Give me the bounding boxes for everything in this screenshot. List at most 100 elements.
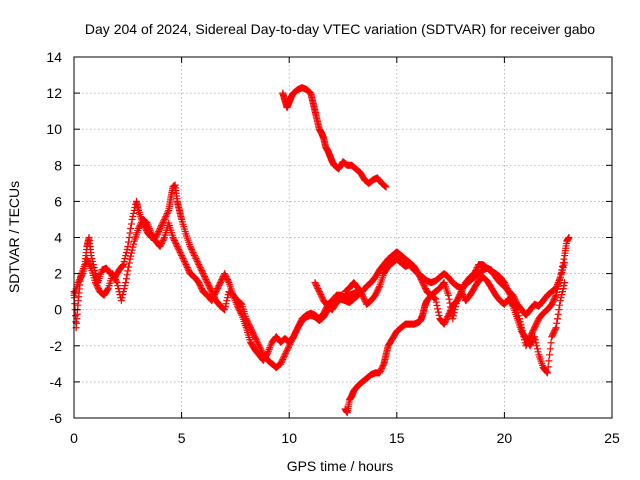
data-point xyxy=(434,305,442,313)
data-point xyxy=(434,308,442,316)
x-tick-label-0: 0 xyxy=(70,430,78,446)
data-point xyxy=(153,230,161,238)
data-point xyxy=(510,293,518,301)
data-point xyxy=(78,271,86,279)
data-point xyxy=(560,282,568,290)
data-point xyxy=(155,227,163,235)
data-point xyxy=(421,283,429,291)
x-tick-label-4: 20 xyxy=(497,430,513,446)
data-point xyxy=(113,279,121,287)
data-point xyxy=(278,357,286,365)
data-point xyxy=(280,352,288,360)
data-point xyxy=(124,267,132,275)
data-point xyxy=(381,182,389,190)
data-point xyxy=(201,273,209,281)
data-point xyxy=(160,217,168,225)
data-point xyxy=(512,297,520,305)
data-point xyxy=(179,255,187,263)
data-point xyxy=(198,285,206,293)
data-point xyxy=(128,246,136,254)
data-point xyxy=(198,267,206,275)
data-point xyxy=(312,280,320,288)
data-point xyxy=(526,342,534,350)
data-point xyxy=(86,261,94,269)
data-point xyxy=(175,247,183,255)
data-point xyxy=(93,282,101,290)
data-point xyxy=(376,367,384,375)
data-point xyxy=(112,276,120,284)
data-point xyxy=(556,301,564,309)
data-point xyxy=(137,220,145,228)
data-point xyxy=(175,246,183,254)
data-point xyxy=(222,273,230,281)
data-point xyxy=(316,289,324,297)
data-point xyxy=(85,260,93,268)
data-point xyxy=(533,319,541,327)
data-point xyxy=(193,256,201,264)
data-point xyxy=(221,303,229,311)
data-point xyxy=(444,291,452,299)
data-point xyxy=(180,258,188,266)
data-point xyxy=(127,220,135,228)
data-point xyxy=(76,276,84,284)
data-point xyxy=(178,253,186,261)
data-point xyxy=(208,295,216,303)
data-point xyxy=(442,316,450,324)
data-point xyxy=(161,214,169,222)
data-point xyxy=(203,277,211,285)
data-point xyxy=(183,264,191,272)
data-point xyxy=(533,345,541,353)
data-point xyxy=(87,252,95,260)
data-point xyxy=(212,288,220,296)
data-point xyxy=(124,243,132,251)
data-point xyxy=(237,310,245,318)
data-point xyxy=(224,277,232,285)
data-point xyxy=(77,273,85,281)
data-point xyxy=(549,297,557,305)
data-point xyxy=(125,234,133,241)
y-tick-label-5: 4 xyxy=(54,230,62,246)
data-point xyxy=(420,282,428,290)
data-point xyxy=(432,298,440,306)
data-point xyxy=(534,348,542,356)
data-point xyxy=(216,280,224,288)
data-point xyxy=(187,244,195,252)
data-point xyxy=(213,285,221,293)
data-point xyxy=(292,327,300,335)
data-point xyxy=(510,294,518,302)
data-point xyxy=(315,286,323,294)
data-point xyxy=(191,252,199,260)
data-point xyxy=(170,237,178,245)
data-point xyxy=(223,274,231,282)
x-tick-label-1: 5 xyxy=(178,430,186,446)
data-point xyxy=(249,330,257,338)
data-point xyxy=(122,275,130,283)
data-point xyxy=(184,265,192,273)
data-point xyxy=(154,229,162,237)
data-point xyxy=(317,291,325,299)
data-point xyxy=(318,294,326,302)
data-point xyxy=(353,292,361,300)
data-point xyxy=(252,336,260,344)
data-point xyxy=(449,312,457,320)
data-point xyxy=(135,223,143,231)
data-point xyxy=(532,339,540,347)
x-tick-labels: 0 5 10 15 20 25 xyxy=(70,430,620,446)
data-point xyxy=(277,358,285,366)
data-point xyxy=(213,286,221,294)
data-point xyxy=(199,270,207,278)
data-point xyxy=(201,274,209,282)
data-point xyxy=(433,301,441,309)
data-point xyxy=(109,270,117,278)
data-point xyxy=(224,294,232,302)
data-point xyxy=(533,318,541,326)
data-point xyxy=(88,255,96,263)
data-point xyxy=(533,342,541,350)
data-point xyxy=(543,369,551,377)
data-point xyxy=(381,182,389,190)
data-point xyxy=(196,262,204,270)
data-point xyxy=(546,345,554,353)
data-point xyxy=(282,349,290,357)
data-point xyxy=(236,308,244,316)
x-tick-label-2: 10 xyxy=(281,430,297,446)
